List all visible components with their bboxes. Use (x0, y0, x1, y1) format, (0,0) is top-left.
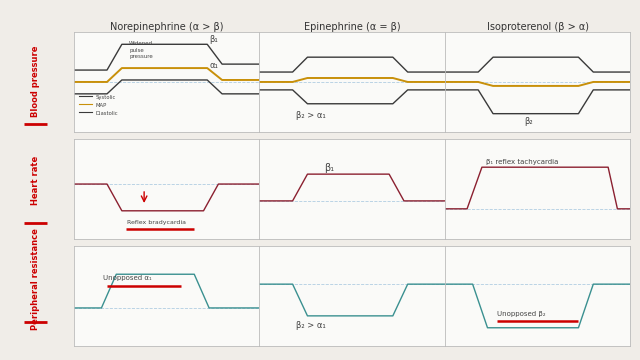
Text: β₁: β₁ (324, 163, 334, 173)
Text: Diastolic: Diastolic (96, 111, 118, 116)
Text: α₁: α₁ (209, 61, 218, 70)
Text: β₂ > α₁: β₂ > α₁ (296, 111, 326, 120)
Title: Epinephrine (α = β): Epinephrine (α = β) (304, 22, 400, 32)
Text: Reflex bradycardia: Reflex bradycardia (127, 220, 186, 225)
Text: Peripheral resistance: Peripheral resistance (31, 228, 40, 330)
Text: β₂ > α₁: β₂ > α₁ (296, 321, 326, 330)
Text: β₁: β₁ (209, 35, 218, 44)
Title: Isoproterenol (β > α): Isoproterenol (β > α) (486, 22, 589, 32)
Title: Norepinephrine (α > β): Norepinephrine (α > β) (109, 22, 223, 32)
Text: Systolic: Systolic (96, 95, 116, 100)
Text: Blood pressure: Blood pressure (31, 45, 40, 117)
Text: β₂: β₂ (524, 117, 532, 126)
Text: Heart rate: Heart rate (31, 156, 40, 204)
Text: Widened
pulse
pressure: Widened pulse pressure (129, 41, 154, 59)
Text: Unopposed β₂: Unopposed β₂ (497, 311, 545, 317)
Text: MAP: MAP (96, 103, 107, 108)
Text: Unopposed α₁: Unopposed α₁ (103, 275, 152, 281)
Text: β₁ reflex tachycardia: β₁ reflex tachycardia (486, 159, 558, 165)
